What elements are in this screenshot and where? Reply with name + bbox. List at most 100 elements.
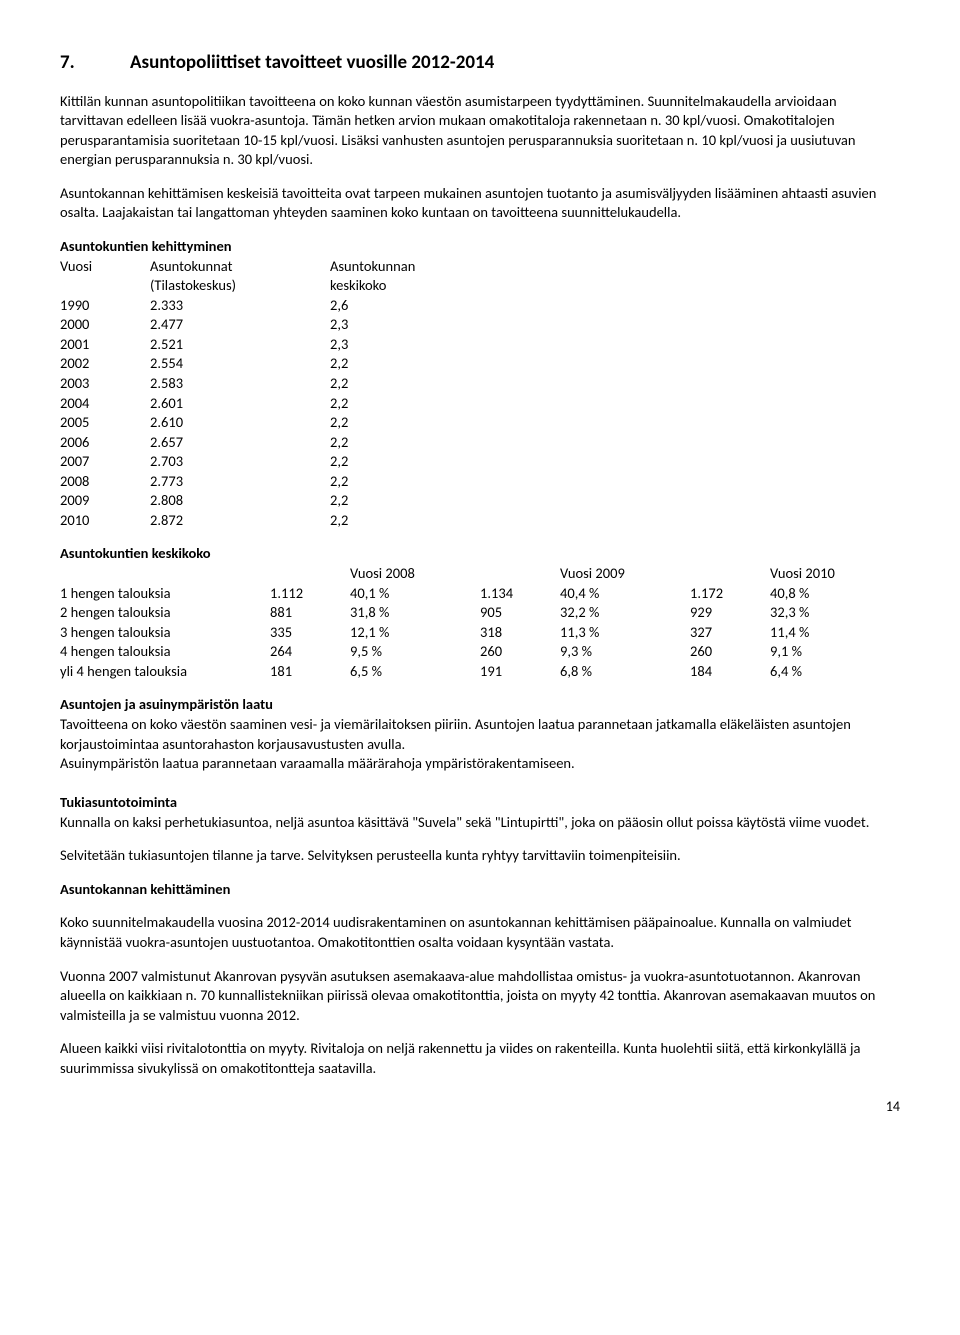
cell: 2,2 (330, 472, 450, 492)
cell: 2,2 (330, 433, 450, 453)
cell: 2007 (60, 452, 150, 472)
cell: 2008 (60, 472, 150, 492)
cell: 2.521 (150, 335, 330, 355)
cell: 1990 (60, 296, 150, 316)
cell: 2003 (60, 374, 150, 394)
table-row: 20072.7032,2 (60, 452, 450, 472)
cell: 2009 (60, 491, 150, 511)
cell: 335 (270, 623, 350, 643)
cell: 184 (690, 662, 770, 682)
cell: 2,2 (330, 452, 450, 472)
cell: 32,2 % (560, 603, 690, 623)
keskikoko-section: Asuntokuntien keskikoko Vuosi 2008 Vuosi… (60, 544, 900, 681)
table-row: 20032.5832,2 (60, 374, 450, 394)
keskikoko-title: Asuntokuntien keskikoko (60, 544, 900, 564)
cell: 2.601 (150, 394, 330, 414)
cell: 2.333 (150, 296, 330, 316)
laatu-title: Asuntojen ja asuinympäristön laatu (60, 695, 273, 713)
cell: 4 hengen talouksia (60, 642, 270, 662)
cell: 6,5 % (350, 662, 480, 682)
cell: 2.554 (150, 354, 330, 374)
cell: 191 (480, 662, 560, 682)
cell: 12,1 % (350, 623, 480, 643)
col-header: keskikoko (330, 276, 450, 296)
cell: 2002 (60, 354, 150, 374)
cell: 40,4 % (560, 584, 690, 604)
cell: 2010 (60, 511, 150, 531)
cell: yli 4 hengen talouksia (60, 662, 270, 682)
cell: 264 (270, 642, 350, 662)
cell: 1 hengen talouksia (60, 584, 270, 604)
cell: 260 (690, 642, 770, 662)
cell: 2.583 (150, 374, 330, 394)
cell: 40,8 % (770, 584, 900, 604)
table-row: 2 hengen talouksia88131,8 %90532,2 %9293… (60, 603, 900, 623)
table-header-row: Vuosi 2008 Vuosi 2009 Vuosi 2010 (60, 564, 900, 584)
col-header: (Tilastokeskus) (150, 276, 330, 296)
laatu-section: Asuntojen ja asuinympäristön laatu Tavoi… (60, 695, 900, 773)
cell: 9,1 % (770, 642, 900, 662)
cell: 2.872 (150, 511, 330, 531)
tuki-section: Tukiasuntotoiminta Kunnalla on kaksi per… (60, 793, 900, 866)
cell: 2000 (60, 315, 150, 335)
cell: 1.112 (270, 584, 350, 604)
kehittyminen-section: Asuntokuntien kehittyminen Vuosi Asuntok… (60, 237, 900, 530)
keskikoko-table: Vuosi 2008 Vuosi 2009 Vuosi 2010 1 henge… (60, 564, 900, 681)
cell: 2,3 (330, 315, 450, 335)
cell: 929 (690, 603, 770, 623)
cell: 260 (480, 642, 560, 662)
cell: 2.610 (150, 413, 330, 433)
col-header: Vuosi 2010 (770, 564, 900, 584)
kannan-title: Asuntokannan kehittäminen (60, 880, 900, 900)
table-row: 20012.5212,3 (60, 335, 450, 355)
table-row: yli 4 hengen talouksia1816,5 %191 6,8 %1… (60, 662, 900, 682)
cell: 31,8 % (350, 603, 480, 623)
cell: 32,3 % (770, 603, 900, 623)
kannan-p3: Alueen kaikki viisi rivitalotonttia on m… (60, 1039, 900, 1078)
cell: 2005 (60, 413, 150, 433)
col-header: Vuosi (60, 257, 150, 277)
cell: 2,2 (330, 354, 450, 374)
cell: 9,5 % (350, 642, 480, 662)
cell: 2.808 (150, 491, 330, 511)
cell: 2,2 (330, 394, 450, 414)
table-header-row: Vuosi Asuntokunnat Asuntokunnan (60, 257, 450, 277)
table-row: 20102.8722,2 (60, 511, 450, 531)
laatu-p2: Asuinympäristön laatua parannetaan varaa… (60, 754, 575, 772)
tuki-p2: Selvitetään tukiasuntojen tilanne ja tar… (60, 846, 900, 866)
paragraph-1: Kittilän kunnan asuntopolitiikan tavoitt… (60, 92, 900, 170)
cell: 2001 (60, 335, 150, 355)
cell: 2,6 (330, 296, 450, 316)
table-row: 1 hengen talouksia1.11240,1 %1.13440,4 %… (60, 584, 900, 604)
cell: 2,3 (330, 335, 450, 355)
col-header: Asuntokunnat (150, 257, 330, 277)
table-row: 20042.6012,2 (60, 394, 450, 414)
cell: 2 hengen talouksia (60, 603, 270, 623)
cell: 905 (480, 603, 560, 623)
table-row: 20052.6102,2 (60, 413, 450, 433)
kannan-p2: Vuonna 2007 valmistunut Akanrovan pysyvä… (60, 967, 900, 1026)
cell: 1.134 (480, 584, 560, 604)
cell: 6,8 % (560, 662, 690, 682)
cell: 2,2 (330, 511, 450, 531)
cell: 2.773 (150, 472, 330, 492)
kehittyminen-table: Vuosi Asuntokunnat Asuntokunnan (Tilasto… (60, 257, 450, 531)
page-heading: 7.Asuntopoliittiset tavoitteet vuosille … (60, 50, 900, 76)
cell: 6,4 % (770, 662, 900, 682)
cell: 2.657 (150, 433, 330, 453)
tuki-p1: Kunnalla on kaksi perhetukiasuntoa, nelj… (60, 813, 869, 831)
cell: 2,2 (330, 491, 450, 511)
cell: 318 (480, 623, 560, 643)
cell: 327 (690, 623, 770, 643)
heading-title: Asuntopoliittiset tavoitteet vuosille 20… (130, 51, 494, 74)
cell: 11,3 % (560, 623, 690, 643)
cell: 11,4 % (770, 623, 900, 643)
cell: 3 hengen talouksia (60, 623, 270, 643)
table-row: 19902.3332,6 (60, 296, 450, 316)
table-row: 3 hengen talouksia33512,1 %31811,3 %3271… (60, 623, 900, 643)
col-header: Vuosi 2009 (560, 564, 690, 584)
page-number: 14 (60, 1098, 900, 1117)
cell: 40,1 % (350, 584, 480, 604)
cell: 2,2 (330, 413, 450, 433)
kannan-p1: Koko suunnitelmakaudella vuosina 2012-20… (60, 913, 900, 952)
